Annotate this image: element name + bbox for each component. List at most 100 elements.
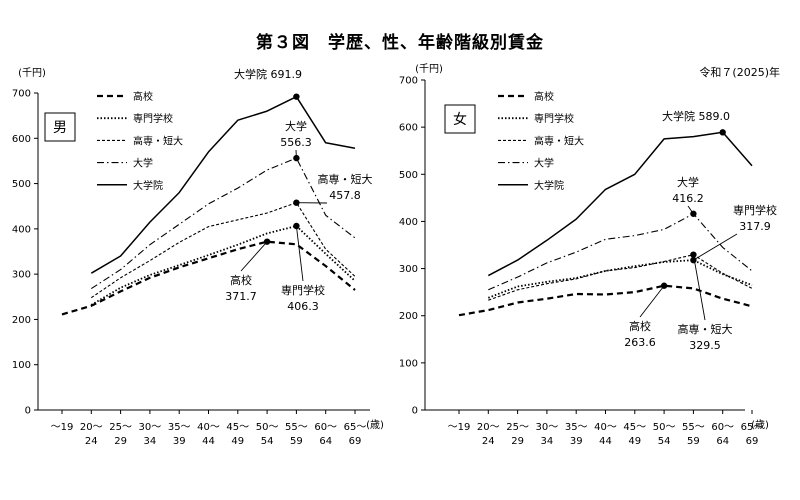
- panel-1-y-tick-label: 0: [25, 406, 31, 417]
- panel-2-y-tick-label: 600: [399, 123, 418, 134]
- panel-1-label-box: [44, 112, 76, 142]
- panel-1-x-tick-label-sub: 49: [231, 436, 244, 447]
- panel-1-x-tick-label-sub: 34: [144, 436, 157, 447]
- panel-2-x-tick-label-sub: 64: [716, 436, 729, 447]
- panel-1-y-tick-label: 500: [12, 179, 31, 190]
- panel-1-annotation: 556.3: [280, 136, 312, 149]
- panel-1-legend-label: 高専・短大: [133, 134, 183, 147]
- panel-2-x-tick-label: 20～: [477, 422, 500, 433]
- panel-1-x-tick-label-sub: 54: [261, 436, 274, 447]
- panel-1-legend-label: 高校: [133, 90, 153, 103]
- panel-2-annotation: 大学: [677, 175, 699, 189]
- panel-2-series-line-4: [488, 213, 753, 291]
- panel-2-x-axis-label: (歳): [751, 419, 769, 431]
- panel-1-x-tick-label: 40～: [197, 422, 220, 433]
- panel-2-y-tick-label: 500: [399, 170, 418, 181]
- panel-2-series-line-5: [487, 131, 753, 277]
- panel-2-x-tick-label: 25～: [506, 422, 529, 433]
- panel-1-annotation-leader: [295, 225, 304, 282]
- panel-2-x-tick-label-sub: 39: [570, 436, 583, 447]
- panel-2-annotation: 263.6: [624, 336, 656, 349]
- panel-2-x-tick-label: 60～: [711, 422, 734, 433]
- panel-1-y-tick-label: 700: [12, 89, 31, 100]
- figure-title: 第３図 学歴、性、年齢階級別賃金: [256, 33, 544, 53]
- panel-1-annotation: 371.7: [225, 290, 257, 303]
- panel-1-x-tick-label: 55～: [285, 422, 308, 433]
- panel-1-x-tick-label-sub: 69: [349, 436, 362, 447]
- panel-1-y-tick-label: 300: [12, 270, 31, 281]
- panel-1-x-tick-label: 20～: [80, 422, 103, 433]
- panel-1-annotation: 大学院 691.9: [234, 67, 302, 81]
- panel-1-x-tick-label-sub: 59: [290, 436, 303, 447]
- panel-2-legend-label: 専門学校: [534, 112, 574, 125]
- panel-1-series-line-4: [91, 157, 356, 290]
- panel-1-annotation: 専門学校: [281, 283, 325, 297]
- panel-1-legend-label: 大学院: [133, 179, 163, 192]
- panel-2-annotation: 317.9: [739, 220, 771, 233]
- panel-1-legend-label: 専門学校: [133, 112, 173, 125]
- panel-2-series-line-1: [458, 284, 753, 317]
- panel-2-legend-label: 高専・短大: [534, 134, 584, 147]
- panel-2-x-tick-label-sub: 24: [482, 436, 495, 447]
- panel-1-y-tick-label: 600: [12, 134, 31, 145]
- panel-1-x-tick-label: 45～: [226, 422, 249, 433]
- panel-2-legend-label: 大学: [534, 157, 554, 170]
- panel-2-annotation: 大学院 589.0: [662, 109, 730, 123]
- panel-1-series-line-3: [90, 202, 356, 299]
- panel-1-annotation: 高校: [230, 273, 252, 287]
- panel-1-x-tick-label: 60～: [314, 422, 337, 433]
- panel-2-x-tick-label-sub: 44: [599, 436, 612, 447]
- panel-1-x-tick-label: 65～: [344, 422, 367, 433]
- panel-1-x-tick-label: 50～: [256, 422, 279, 433]
- panel-2-series-line-3: [488, 254, 753, 301]
- panel-2-x-tick-label: 40～: [594, 422, 617, 433]
- panel-2-annotation-leader: [692, 254, 706, 321]
- panel-2-x-tick-label-sub: 49: [628, 436, 641, 447]
- panel-2-annotation: 416.2: [672, 192, 704, 205]
- panel-2-y-tick-label: 700: [399, 76, 418, 87]
- panel-2-annotation: 329.5: [689, 339, 721, 352]
- panel-2-label-box: [444, 104, 476, 134]
- panel-2-y-tick-label: 200: [399, 311, 418, 322]
- panel-1-series-line-2: [90, 225, 356, 306]
- panel-2-x-tick-label: ～19: [448, 422, 471, 433]
- panel-1-x-tick-label-sub: 39: [173, 436, 186, 447]
- panel-2-x-tick-label: 35～: [565, 422, 588, 433]
- panel-1-legend-label: 大学: [133, 157, 153, 170]
- panel-2-x-tick-label-sub: 59: [687, 436, 700, 447]
- panel-2-y-tick-label: 300: [399, 264, 418, 275]
- panel-1-peak-marker: [293, 93, 300, 100]
- panel-1-annotation: 457.8: [329, 189, 361, 202]
- panel-1-y-tick-label: 200: [12, 315, 31, 326]
- panel-2-legend-label: 高校: [534, 90, 554, 103]
- panel-2-unit-label: (千円): [415, 63, 443, 75]
- panel-1-x-tick-label: 30～: [139, 422, 162, 433]
- panel-2-annotation-leader: [693, 233, 738, 261]
- panel-1-x-tick-label-sub: 29: [114, 436, 127, 447]
- panel-1-x-tick-label-sub: 44: [202, 436, 215, 447]
- panel-1-peak-marker: [293, 222, 300, 230]
- panel-2-annotation: 高校: [629, 319, 651, 333]
- panel-1-y-tick-label: 100: [12, 360, 31, 371]
- panel-2-y-tick-label: 100: [399, 358, 418, 369]
- panel-2-legend-label: 大学院: [534, 179, 564, 192]
- panel-2-x-tick-label-sub: 29: [511, 436, 524, 447]
- panel-1-group: 0 100 200 300 400 500 600 700 (千円) ～19 20～ 24 25～ 29 3…: [12, 67, 384, 447]
- panel-2-x-tick-label: 50～: [653, 422, 676, 433]
- panel-2-peak-marker: [719, 129, 726, 136]
- panel-2-label: 女: [453, 111, 467, 128]
- panel-1-series-line-5: [90, 95, 356, 274]
- panel-1-annotation: 高専・短大: [318, 172, 373, 186]
- panel-2-series-line-2: [487, 259, 753, 299]
- panel-2-x-tick-label: 45～: [623, 422, 646, 433]
- panel-2-group: 0 100 200 300 400 500 600 700(千円) ～19 20～ 24 25～ 29 3…: [399, 63, 780, 447]
- panel-1-x-tick-label: ～19: [51, 422, 74, 433]
- panel-1-peak-marker: [293, 199, 300, 206]
- panel-2-x-tick-label: 55～: [682, 422, 705, 433]
- panel-2-x-tick-label-sub: 69: [746, 436, 759, 447]
- panel-1-x-tick-label-sub: 64: [319, 436, 332, 447]
- panel-1-x-tick-label: 25～: [109, 422, 132, 433]
- panel-2-x-tick-label-sub: 54: [658, 436, 671, 447]
- panel-1-x-axis-label: (歳): [366, 419, 384, 431]
- panel-1-annotation-leader: [240, 241, 268, 272]
